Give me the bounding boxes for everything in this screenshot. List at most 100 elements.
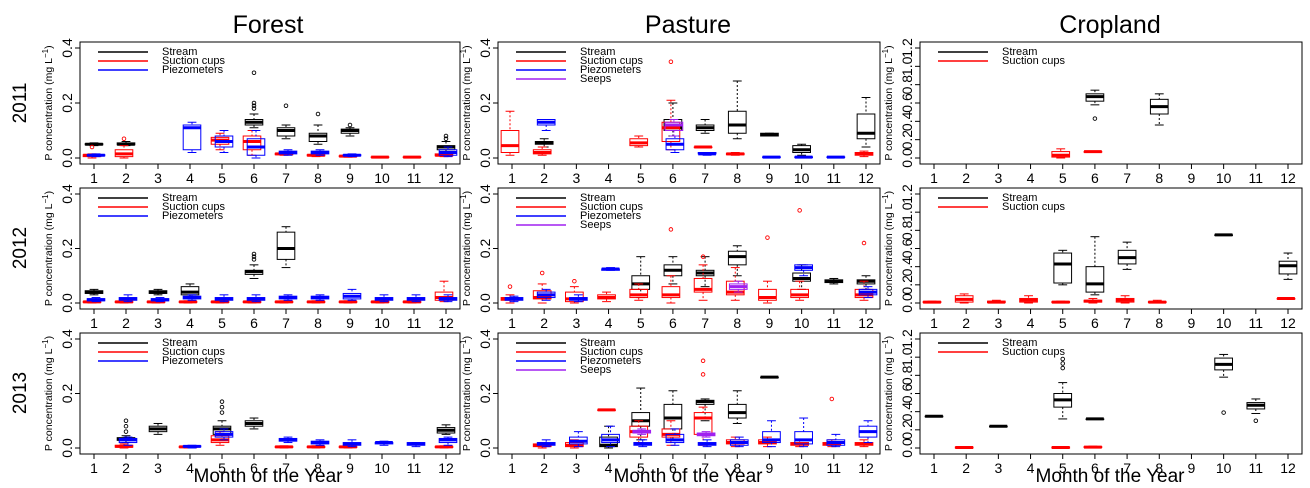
- boxplot-piezometers-month-12: [438, 436, 458, 446]
- boxplot-stream-month-7: [276, 103, 296, 140]
- y-tick-label: 1.0: [899, 202, 915, 222]
- boxplot-stream-month-12: [436, 424, 456, 435]
- outlier-point: [251, 254, 257, 259]
- x-axis-label-cropland: Month of the Year: [1036, 466, 1186, 487]
- y-tick-label: 0.2: [477, 384, 493, 404]
- boxplot-stream-month-6: [663, 390, 683, 441]
- y-axis-label: P concentration (mg L−1): [459, 336, 474, 451]
- x-tick-label: 2: [122, 170, 130, 186]
- x-tick-label: 8: [1155, 170, 1163, 186]
- row-label-2011: 2011: [10, 83, 31, 124]
- legend-label: Stream: [162, 337, 197, 349]
- boxplot-piezometers-month-7: [278, 436, 298, 444]
- boxplot-suction-cups-month-12: [854, 150, 874, 158]
- panel-forest-2011: 0.00.20.41 2 3 4 5 6 7 8 9 10 11 12P concentration …: [41, 38, 461, 186]
- panel-frame: [497, 187, 881, 310]
- legend-label: Stream: [1002, 337, 1037, 349]
- legend-label: Stream: [580, 46, 615, 58]
- x-tick-label: 8: [314, 315, 322, 331]
- y-tick-label: 0.6: [899, 93, 915, 113]
- boxplot-suction-cups-month-2: [114, 136, 134, 159]
- x-tick-label: 3: [572, 460, 580, 476]
- x-tick-label: 12: [1280, 460, 1296, 476]
- boxplot-suction-cups-month-12: [434, 445, 454, 449]
- x-tick-label: 10: [374, 460, 390, 476]
- x-tick-label: 6: [1091, 460, 1099, 476]
- x-tick-label: 9: [346, 460, 354, 476]
- boxplot-seeps-month-8: [728, 280, 748, 293]
- boxplot-piezometers-month-8: [729, 436, 749, 448]
- y-tick-label: 0.4: [59, 184, 75, 204]
- x-tick-label: 7: [701, 315, 709, 331]
- x-tick-label: 3: [572, 170, 580, 186]
- x-tick-label: 12: [438, 315, 454, 331]
- y-tick-label: 1.2: [899, 38, 915, 58]
- x-tick-label: 6: [250, 170, 258, 186]
- x-tick-label: 7: [282, 315, 290, 331]
- x-tick-label: 10: [374, 315, 390, 331]
- y-tick-label: 0.8: [899, 75, 915, 95]
- boxplot-stream-month-9: [760, 132, 779, 137]
- x-tick-label: 4: [1027, 315, 1035, 331]
- x-tick-label: 7: [282, 460, 290, 476]
- x-tick-label: 5: [1059, 460, 1067, 476]
- boxplot-stream-month-11: [1246, 398, 1266, 424]
- boxplot-piezometers-month-10: [374, 294, 394, 303]
- boxplot-stream-month-8: [1149, 93, 1169, 126]
- y-axis-label: P concentration (mg L−1): [459, 45, 474, 160]
- boxplot-piezometers-month-10: [794, 264, 813, 277]
- x-tick-label: 3: [154, 170, 162, 186]
- y-tick-label: 0.8: [899, 220, 915, 240]
- boxplot-piezometers-month-9: [342, 153, 362, 158]
- legend-label: Piezometers: [162, 210, 224, 222]
- boxplot-stream-month-2: [116, 141, 136, 147]
- boxplot-piezometers-month-12: [858, 286, 878, 299]
- boxplot-suction-cups-month-6: [661, 420, 681, 446]
- outlier-point: [861, 240, 867, 246]
- outlier-point: [251, 257, 257, 262]
- panel-pasture-2012: 0.00.20.41 2 3 4 5 6 7 8 9 10 11 12P concentration …: [459, 184, 881, 331]
- boxplot-piezometers-month-5: [214, 294, 234, 303]
- boxplot-stream-month-4: [180, 283, 200, 299]
- legend-label: Suction cups: [580, 55, 643, 67]
- legend-label: Stream: [580, 337, 615, 349]
- x-tick-label: 9: [346, 315, 354, 331]
- boxplot-suction-cups-month-12: [854, 439, 874, 448]
- boxplot-piezometers-month-12: [438, 294, 458, 303]
- box: [727, 110, 747, 134]
- boxplot-piezometers-month-7: [697, 439, 717, 448]
- boxplot-stream-month-8: [727, 80, 747, 140]
- x-tick-label: 1: [508, 460, 516, 476]
- y-tick-label: 0.0: [899, 438, 915, 458]
- panel-forest-2012: 0.00.20.41 2 3 4 5 6 7 8 9 10 11 12P concentration …: [41, 184, 461, 331]
- boxplot-suction-cups-month-2: [954, 446, 974, 450]
- boxplot-stream-month-8: [727, 245, 747, 277]
- legend-label: Piezometers: [162, 64, 224, 76]
- boxplot-suction-cups-month-7: [693, 145, 713, 149]
- boxplot-suction-cups-month-8: [306, 300, 326, 304]
- y-tick-label: 0.2: [59, 384, 75, 404]
- outlier-point: [668, 59, 674, 65]
- column-title-forest: Forest: [233, 11, 304, 39]
- x-tick-label: 3: [154, 315, 162, 331]
- boxplot-suction-cups-month-4: [178, 300, 198, 304]
- x-tick-label: 5: [637, 170, 645, 186]
- outlier-point: [251, 100, 257, 106]
- outlier-point: [123, 418, 129, 424]
- boxplot-suction-cups-month-10: [790, 208, 809, 301]
- outlier-point: [251, 106, 257, 111]
- x-tick-label: 3: [994, 460, 1002, 476]
- x-axis-label-forest: Month of the Year: [194, 466, 344, 487]
- outlier-point: [765, 235, 770, 240]
- x-tick-label: 4: [186, 315, 194, 331]
- outlier-point: [123, 429, 129, 434]
- boxplot-stream-month-6: [1085, 236, 1105, 296]
- outlier-point: [283, 103, 289, 108]
- x-tick-label: 10: [794, 170, 810, 186]
- outlier-point: [443, 133, 449, 139]
- x-tick-label: 10: [794, 460, 810, 476]
- outlier-point: [443, 136, 449, 141]
- y-tick-label: 0.4: [477, 38, 493, 58]
- boxplot-stream-month-5: [1053, 249, 1073, 286]
- x-tick-label: 9: [1188, 315, 1196, 331]
